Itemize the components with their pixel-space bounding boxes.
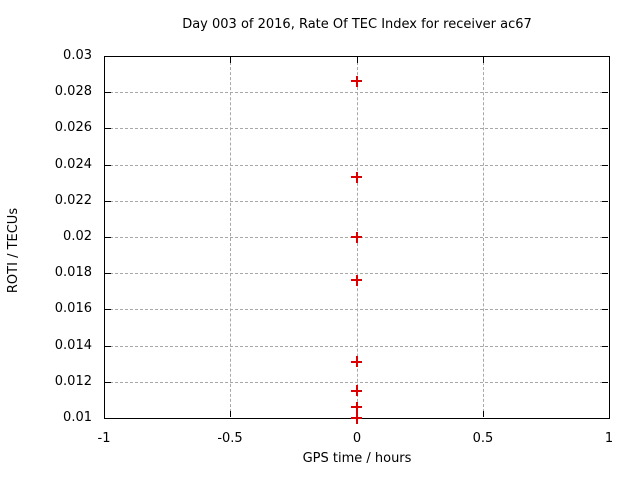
x-tick-bottom [357, 411, 358, 417]
y-tick-right [602, 56, 608, 57]
y-tick-label: 0.028 [54, 84, 92, 99]
y-tick-right [602, 382, 608, 383]
y-tick-left [105, 165, 111, 166]
y-gridline [105, 382, 608, 383]
x-tick-label: 0.5 [472, 431, 494, 446]
y-gridline [105, 128, 608, 129]
data-point-marker [351, 412, 362, 424]
y-gridline [105, 92, 608, 93]
y-tick-label: 0.012 [54, 374, 92, 389]
y-tick-label: 0.03 [63, 48, 92, 63]
chart-title: Day 003 of 2016, Rate Of TEC Index for r… [182, 17, 532, 32]
x-tick-top [609, 57, 610, 63]
x-tick-top [230, 57, 231, 63]
y-tick-left [105, 237, 111, 238]
y-tick-right [602, 418, 608, 419]
y-tick-left [105, 382, 111, 383]
y-gridline [105, 165, 608, 166]
x-tick-bottom [609, 411, 610, 417]
y-tick-right [602, 92, 608, 93]
y-tick-right [602, 309, 608, 310]
y-tick-left [105, 201, 111, 202]
x-tick-label: -0.5 [217, 431, 243, 446]
y-tick-left [105, 346, 111, 347]
y-tick-right [602, 165, 608, 166]
y-axis-title: ROTI / TECUs [6, 207, 21, 294]
y-tick-right [602, 346, 608, 347]
y-tick-left [105, 56, 111, 57]
x-gridline [230, 57, 231, 417]
data-point-marker [351, 274, 362, 286]
x-tick-label: -1 [97, 431, 111, 446]
x-axis-title: GPS time / hours [302, 451, 412, 466]
y-tick-label: 0.016 [54, 301, 92, 316]
y-gridline [105, 346, 608, 347]
x-gridline [483, 57, 484, 417]
x-tick-top [483, 57, 484, 63]
data-point-marker [351, 385, 362, 397]
y-gridline [105, 309, 608, 310]
data-point-marker [351, 75, 362, 87]
y-tick-left [105, 92, 111, 93]
y-gridline [105, 273, 608, 274]
y-tick-left [105, 273, 111, 274]
y-tick-right [602, 273, 608, 274]
data-point-marker [351, 356, 362, 368]
y-tick-label: 0.02 [63, 229, 92, 244]
y-tick-label: 0.018 [54, 265, 92, 280]
y-tick-label: 0.014 [54, 338, 92, 353]
y-tick-label: 0.026 [54, 120, 92, 135]
x-tick-label: 0 [352, 431, 362, 446]
y-tick-right [602, 237, 608, 238]
x-tick-top [357, 57, 358, 63]
y-tick-label: 0.01 [63, 410, 92, 425]
y-tick-label: 0.022 [54, 193, 92, 208]
y-tick-left [105, 128, 111, 129]
y-tick-label: 0.024 [54, 157, 92, 172]
y-tick-right [602, 128, 608, 129]
data-point-marker [351, 231, 362, 243]
x-tick-label: 1 [604, 431, 614, 446]
x-tick-bottom [104, 411, 105, 417]
y-tick-left [105, 418, 111, 419]
data-point-marker [351, 401, 362, 413]
y-gridline [105, 201, 608, 202]
x-tick-top [104, 57, 105, 63]
x-tick-bottom [483, 411, 484, 417]
x-tick-bottom [230, 411, 231, 417]
y-tick-right [602, 201, 608, 202]
data-point-marker [351, 171, 362, 183]
y-tick-left [105, 309, 111, 310]
